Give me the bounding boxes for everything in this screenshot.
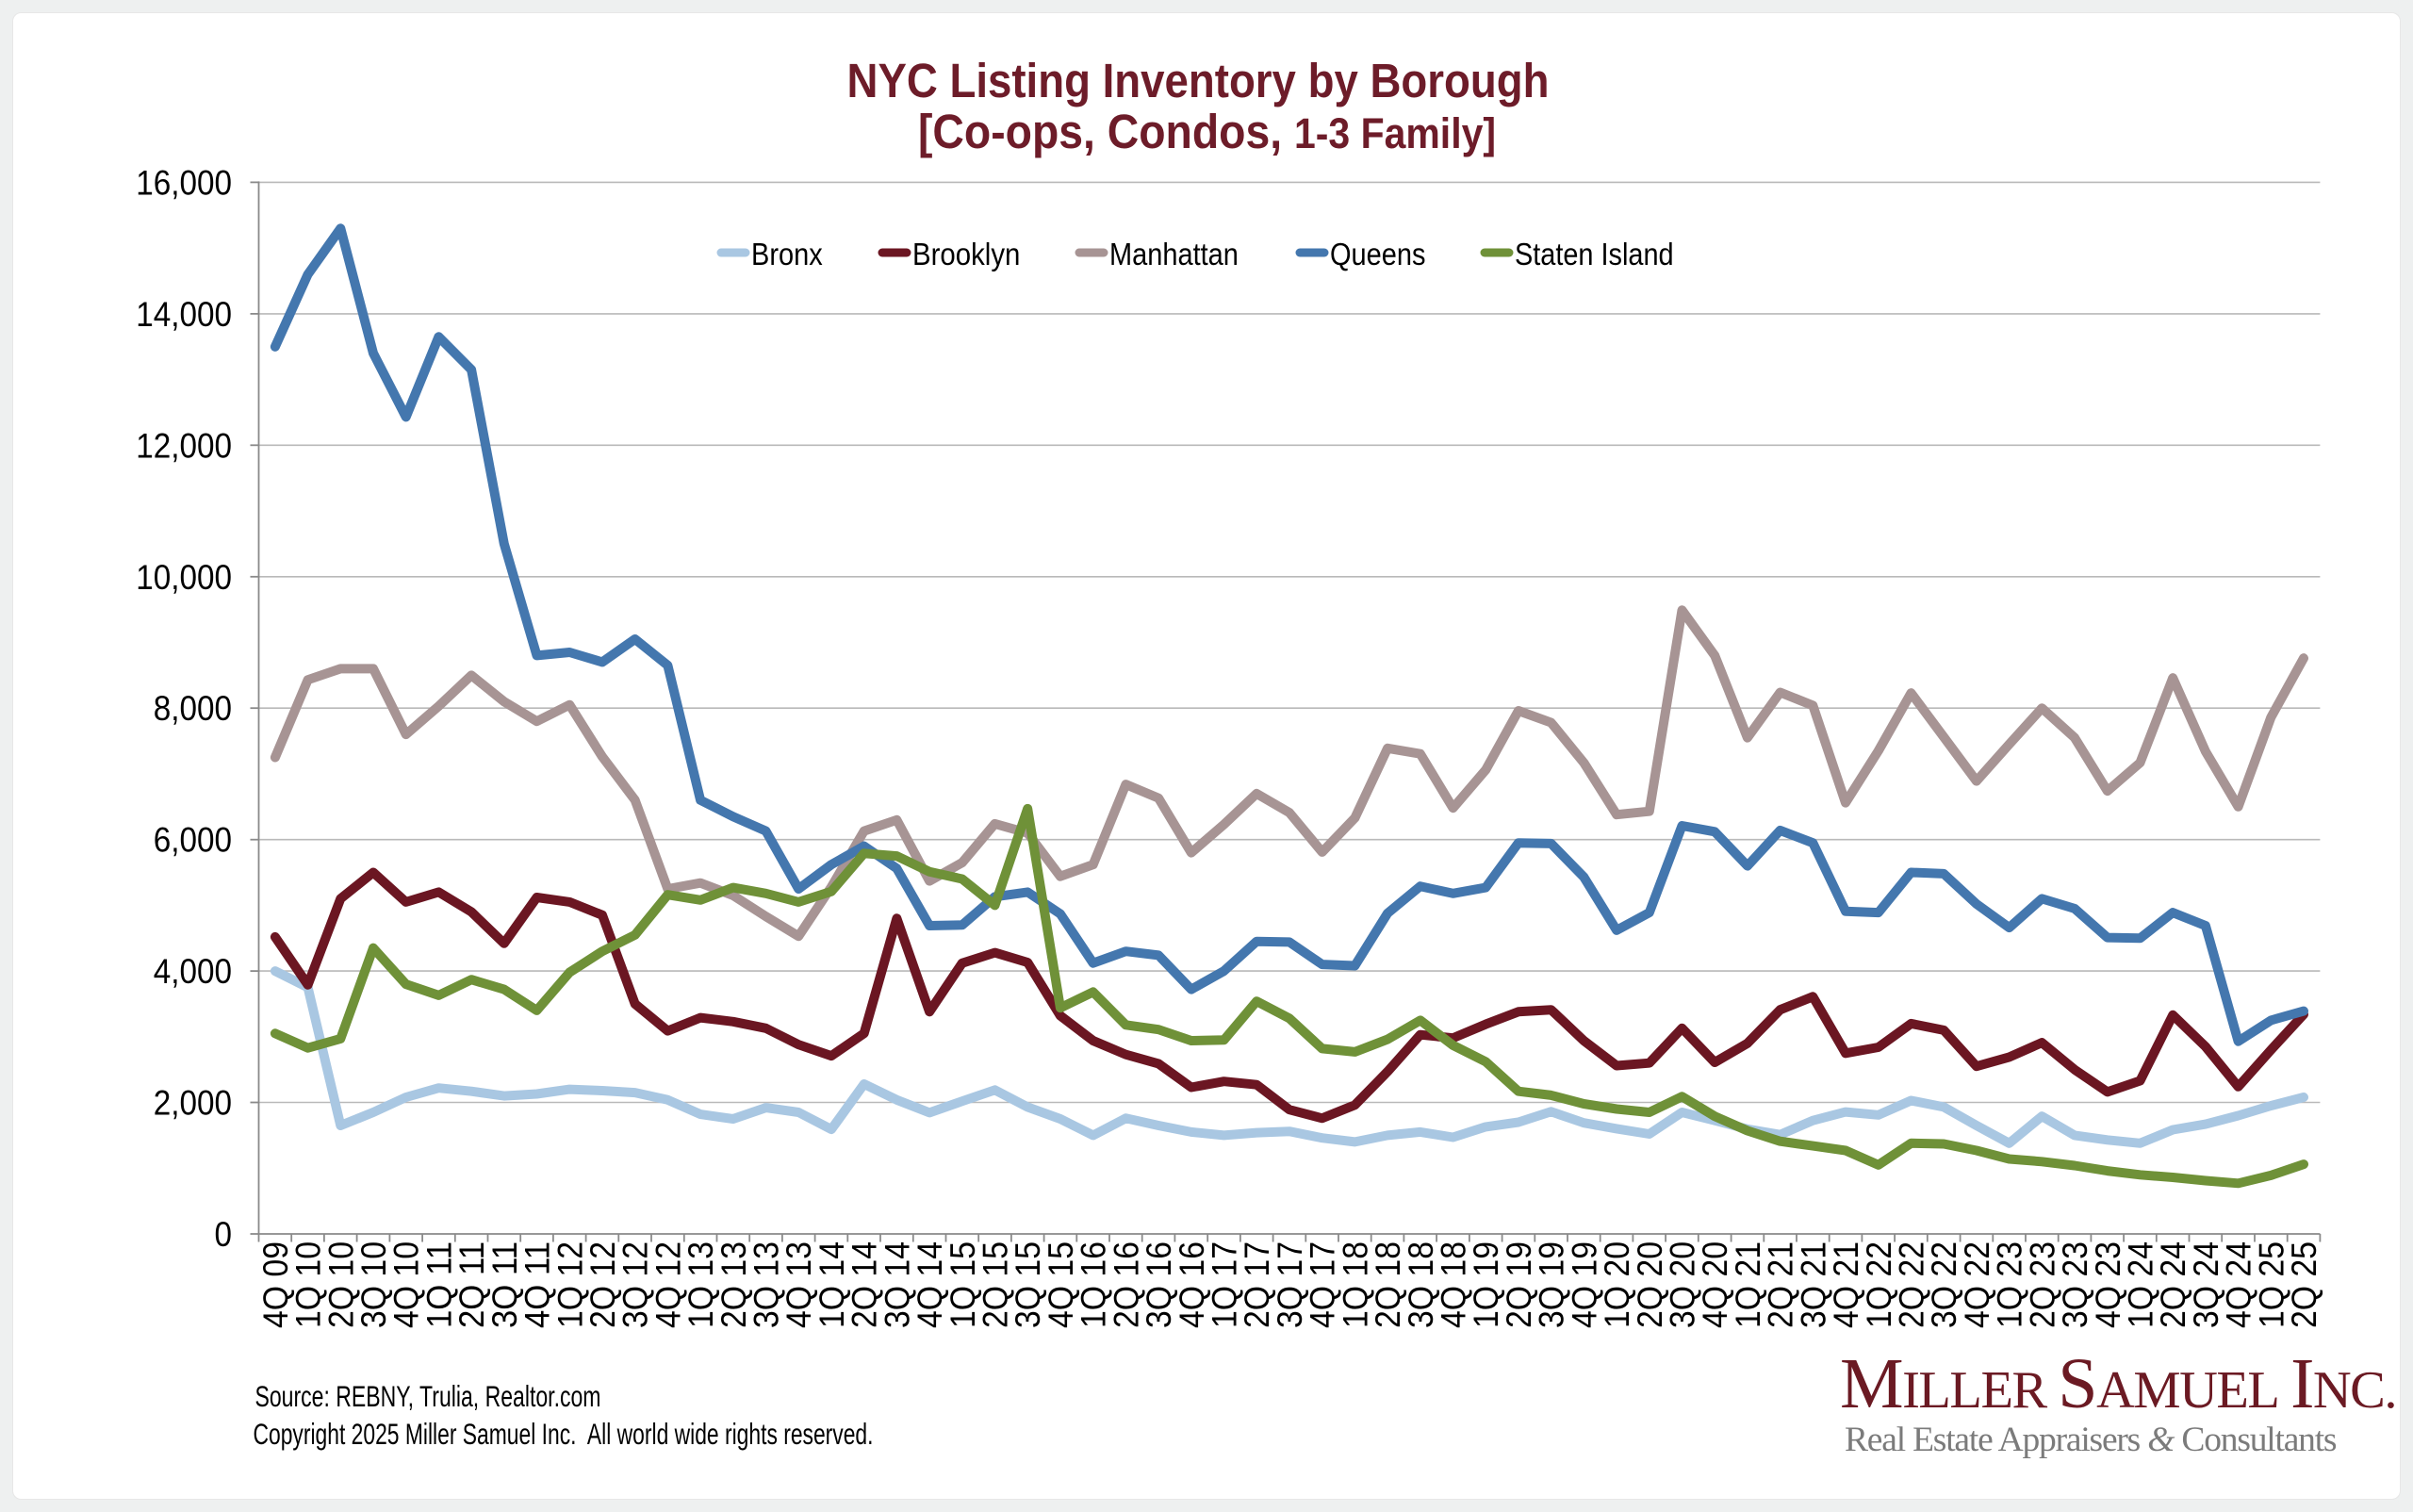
- svg-text:8,000: 8,000: [154, 688, 232, 728]
- svg-text:3Q 17: 3Q 17: [1271, 1241, 1309, 1328]
- svg-text:3Q 23: 3Q 23: [2056, 1241, 2094, 1328]
- svg-text:4Q 10: 4Q 10: [387, 1241, 426, 1328]
- svg-text:2Q 23: 2Q 23: [2023, 1241, 2061, 1328]
- svg-text:4Q 17: 4Q 17: [1304, 1241, 1342, 1328]
- svg-text:Queens: Queens: [1330, 238, 1426, 272]
- svg-text:2Q 24: 2Q 24: [2154, 1241, 2192, 1328]
- svg-text:1Q 20: 1Q 20: [1598, 1241, 1636, 1328]
- svg-text:2Q 16: 2Q 16: [1107, 1241, 1145, 1328]
- svg-text:4Q 14: 4Q 14: [911, 1241, 949, 1328]
- svg-text:1Q 13: 1Q 13: [681, 1241, 720, 1328]
- svg-text:12,000: 12,000: [136, 425, 232, 465]
- svg-text:1Q 17: 1Q 17: [1206, 1241, 1244, 1328]
- svg-text:Bronx: Bronx: [751, 238, 823, 272]
- svg-text:Copyright 2025 Miller Samuel I: Copyright 2025 Miller Samuel Inc. All wo…: [254, 1418, 874, 1451]
- svg-text:Manhattan: Manhattan: [1109, 238, 1239, 272]
- svg-text:1Q 11: 1Q 11: [419, 1241, 458, 1328]
- svg-text:4Q 15: 4Q 15: [1042, 1241, 1080, 1328]
- svg-text:3Q 22: 3Q 22: [1925, 1241, 1963, 1328]
- svg-text:Staten Island: Staten Island: [1515, 238, 1674, 272]
- svg-text:1Q 18: 1Q 18: [1336, 1241, 1374, 1328]
- svg-text:1Q 12: 1Q 12: [550, 1241, 589, 1328]
- svg-text:1Q 23: 1Q 23: [1991, 1241, 2029, 1328]
- svg-text:3Q 15: 3Q 15: [1009, 1241, 1047, 1328]
- svg-text:16,000: 16,000: [136, 162, 232, 202]
- svg-text:2Q 15: 2Q 15: [977, 1241, 1015, 1328]
- svg-text:1Q 19: 1Q 19: [1467, 1241, 1505, 1328]
- svg-text:3Q 16: 3Q 16: [1140, 1241, 1178, 1328]
- svg-text:4Q 18: 4Q 18: [1435, 1241, 1473, 1328]
- svg-text:1Q 14: 1Q 14: [813, 1241, 851, 1328]
- svg-text:2Q 14: 2Q 14: [845, 1241, 884, 1328]
- svg-text:4Q 11: 4Q 11: [518, 1241, 557, 1328]
- svg-text:2Q 25: 2Q 25: [2285, 1241, 2323, 1328]
- svg-text:4Q 22: 4Q 22: [1958, 1241, 1996, 1328]
- svg-text:1Q 24: 1Q 24: [2122, 1241, 2160, 1328]
- svg-text:4Q 16: 4Q 16: [1173, 1241, 1211, 1328]
- svg-text:2Q 20: 2Q 20: [1631, 1241, 1669, 1328]
- svg-text:4Q 13: 4Q 13: [780, 1241, 818, 1328]
- svg-text:1Q 21: 1Q 21: [1729, 1241, 1767, 1328]
- svg-text:2Q 18: 2Q 18: [1369, 1241, 1407, 1328]
- svg-text:2,000: 2,000: [154, 1083, 232, 1123]
- svg-text:Brooklyn: Brooklyn: [912, 238, 1020, 272]
- svg-text:3Q 12: 3Q 12: [616, 1241, 655, 1328]
- svg-text:4Q 09: 4Q 09: [256, 1241, 295, 1328]
- svg-text:3Q 19: 3Q 19: [1533, 1241, 1571, 1328]
- svg-text:1Q 16: 1Q 16: [1075, 1241, 1113, 1328]
- svg-text:4Q 24: 4Q 24: [2220, 1241, 2258, 1328]
- svg-text:6,000: 6,000: [154, 820, 232, 860]
- svg-text:2Q 22: 2Q 22: [1893, 1241, 1931, 1328]
- svg-text:[Co-ops, Condos, 1-3 Family]: [Co-ops, Condos, 1-3 Family]: [918, 105, 1496, 158]
- svg-text:1Q 22: 1Q 22: [1860, 1241, 1898, 1328]
- svg-text:1Q 10: 1Q 10: [289, 1241, 328, 1328]
- svg-text:4Q 19: 4Q 19: [1565, 1241, 1603, 1328]
- svg-text:1Q 15: 1Q 15: [944, 1241, 982, 1328]
- svg-text:2Q 12: 2Q 12: [583, 1241, 622, 1328]
- svg-text:4Q 21: 4Q 21: [1827, 1241, 1865, 1328]
- svg-text:3Q 13: 3Q 13: [747, 1241, 786, 1328]
- svg-text:MILLER SAMUEL INC.: MILLER SAMUEL INC.: [1840, 1344, 2396, 1423]
- svg-text:3Q 14: 3Q 14: [878, 1241, 916, 1328]
- svg-text:1Q 25: 1Q 25: [2252, 1241, 2290, 1328]
- svg-text:2Q 19: 2Q 19: [1500, 1241, 1538, 1328]
- svg-text:2Q 13: 2Q 13: [714, 1241, 753, 1328]
- svg-text:4Q 12: 4Q 12: [648, 1241, 687, 1328]
- svg-text:14,000: 14,000: [136, 294, 232, 334]
- svg-text:3Q 18: 3Q 18: [1402, 1241, 1440, 1328]
- svg-text:Real Estate Appraisers & Consu: Real Estate Appraisers & Consultants: [1845, 1421, 2337, 1459]
- svg-text:2Q 21: 2Q 21: [1762, 1241, 1800, 1328]
- svg-text:2Q 10: 2Q 10: [321, 1241, 360, 1328]
- svg-text:3Q 21: 3Q 21: [1794, 1241, 1832, 1328]
- svg-text:3Q 11: 3Q 11: [485, 1241, 524, 1328]
- svg-text:2Q 11: 2Q 11: [452, 1241, 491, 1328]
- svg-text:3Q 24: 3Q 24: [2187, 1241, 2225, 1328]
- svg-text:4Q 20: 4Q 20: [1696, 1241, 1734, 1328]
- svg-text:2Q 17: 2Q 17: [1238, 1241, 1276, 1328]
- svg-text:0: 0: [215, 1214, 233, 1254]
- svg-text:4,000: 4,000: [154, 951, 232, 991]
- svg-text:4Q 23: 4Q 23: [2089, 1241, 2127, 1328]
- svg-text:NYC Listing Inventory by Borou: NYC Listing Inventory by Borough: [847, 54, 1550, 107]
- svg-text:3Q 10: 3Q 10: [354, 1241, 393, 1328]
- svg-text:10,000: 10,000: [136, 557, 232, 597]
- svg-text:3Q 20: 3Q 20: [1664, 1241, 1702, 1328]
- svg-text:Source: REBNY, Trulia, Realtor: Source: REBNY, Trulia, Realtor.com: [255, 1380, 601, 1413]
